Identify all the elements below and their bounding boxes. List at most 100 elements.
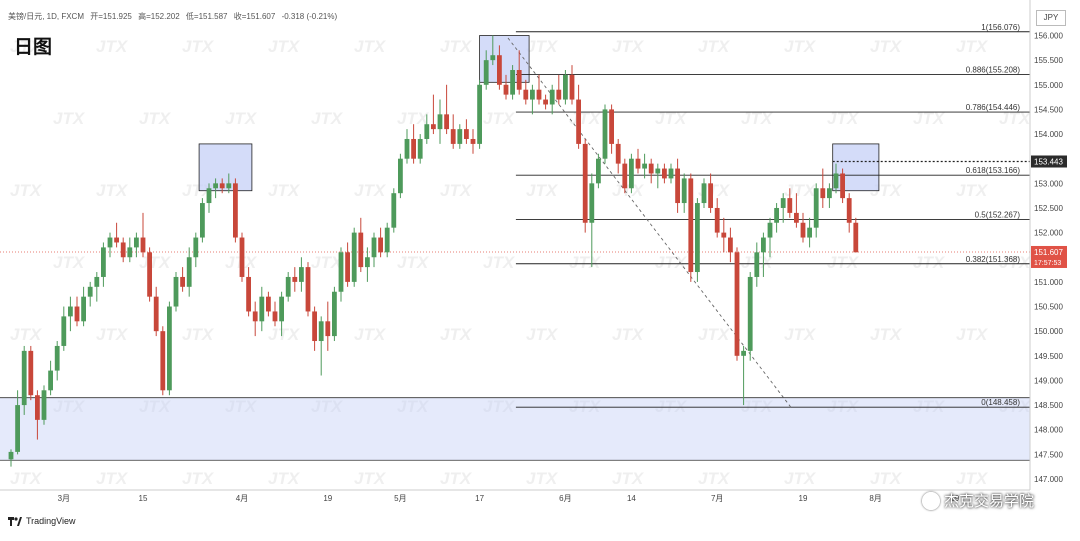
currency-button[interactable]: JPY [1036, 10, 1066, 26]
candle-down [846, 198, 852, 223]
jtx-watermark: JTX [96, 469, 129, 488]
academy-watermark: 杰克交易学院 [922, 490, 1034, 511]
candle-down [35, 395, 40, 420]
candle-up [213, 183, 218, 189]
candle-up [589, 183, 595, 223]
price-tick-label: 147.500 [1034, 450, 1063, 459]
candle-up [602, 109, 608, 159]
jtx-watermark: JTX [655, 109, 688, 128]
candle-up [681, 178, 687, 204]
candle-down [239, 237, 245, 277]
watermark-text: 杰克交易学院 [944, 492, 1035, 510]
price-tick-label: 155.500 [1034, 56, 1063, 65]
price-tick-label: 149.000 [1034, 376, 1063, 385]
candle-down [272, 311, 278, 322]
candle-up [107, 237, 113, 248]
candle-up [695, 203, 700, 273]
jtx-watermark: JTX [440, 181, 473, 200]
candle-up [15, 405, 20, 452]
jtx-watermark: JTX [483, 109, 516, 128]
symbol-label: 美镑/日元, 1D, FXCM [8, 12, 85, 21]
jtx-watermark: JTX [956, 37, 989, 56]
jtx-watermark: JTX [311, 109, 344, 128]
jtx-watermark: JTX [569, 253, 602, 272]
jtx-watermark: JTX [96, 325, 129, 344]
candle-down [794, 212, 799, 223]
jtx-watermark: JTX [784, 325, 817, 344]
candle-down [378, 237, 383, 253]
price-tick-label: 150.500 [1034, 303, 1063, 312]
price-tick-label: 147.000 [1034, 475, 1063, 484]
candle-up [173, 276, 179, 307]
jtx-watermark: JTX [612, 181, 645, 200]
jtx-watermark: JTX [956, 325, 989, 344]
jtx-watermark: JTX [483, 397, 516, 416]
candle-down [114, 237, 119, 243]
jtx-watermark: JTX [10, 469, 43, 488]
last-price-tag: 151.607 17:57:53 [1031, 245, 1067, 268]
candle-up [807, 227, 812, 238]
jtx-watermark: JTX [698, 37, 731, 56]
tradingview-label: TradingView [26, 516, 76, 526]
last-price-tag-bg [1031, 245, 1067, 268]
candle-up [761, 237, 766, 253]
jtx-watermark: JTX [139, 253, 172, 272]
candle-down [246, 276, 251, 312]
candle-up [134, 237, 139, 248]
candle-up [41, 390, 47, 420]
wechat-icon [922, 491, 940, 510]
jtx-watermark: JTX [10, 325, 43, 344]
time-tick-label: 19 [950, 494, 959, 503]
candle-down [543, 99, 548, 105]
jtx-watermark: JTX [913, 397, 946, 416]
candle-up [186, 257, 192, 287]
jtx-watermark: JTX [913, 109, 946, 128]
jtx-watermark: JTX [354, 325, 387, 344]
candle-up [774, 207, 779, 223]
price-tick-label: 155.000 [1034, 81, 1063, 90]
candle-up [457, 129, 463, 144]
jtx-watermark: JTX [655, 253, 688, 272]
change-value: -0.318 (-0.21%) [281, 12, 338, 21]
candle-down [576, 99, 581, 144]
candle-up [8, 451, 14, 460]
jtx-watermark: JTX [870, 37, 903, 56]
open-value: 开=151.925 [90, 12, 132, 21]
jtx-watermark: JTX [225, 109, 258, 128]
candle-up [332, 291, 337, 337]
candle-up [437, 114, 443, 130]
jtx-watermark: JTX [397, 253, 430, 272]
candle-up [404, 138, 410, 159]
close-value: 收=151.607 [233, 12, 276, 21]
candle-up [338, 252, 344, 292]
candle-down [840, 173, 845, 199]
time-tick-label: 19 [799, 494, 808, 503]
candles-group [8, 35, 859, 467]
candle-up [827, 188, 832, 199]
jtx-watermark: JTX [10, 181, 43, 200]
period-label: 日图 [14, 36, 53, 58]
candle-down [431, 124, 436, 130]
jtx-watermark: JTX [96, 37, 129, 56]
candle-down [648, 163, 654, 174]
price-tick-label: 148.500 [1034, 401, 1063, 410]
candle-down [305, 267, 311, 312]
candle-down [615, 143, 621, 164]
jtx-watermark: JTX [268, 181, 301, 200]
time-tick-label: 17 [475, 494, 484, 503]
jtx-watermark: JTX [10, 37, 43, 56]
tradingview-logo[interactable]: TradingView [8, 516, 76, 526]
candle-down [464, 129, 469, 139]
jtx-watermark: JTX [53, 397, 86, 416]
resistance-tag-label: 153.443 [1034, 158, 1063, 167]
candle-down [411, 138, 416, 159]
candle-up [87, 286, 93, 297]
candle-up [68, 306, 73, 317]
candle-up [510, 69, 515, 95]
jtx-watermark: JTX [913, 253, 946, 272]
jtx-watermark: JTX [741, 397, 774, 416]
candle-down [714, 207, 720, 233]
candle-down [556, 89, 562, 100]
